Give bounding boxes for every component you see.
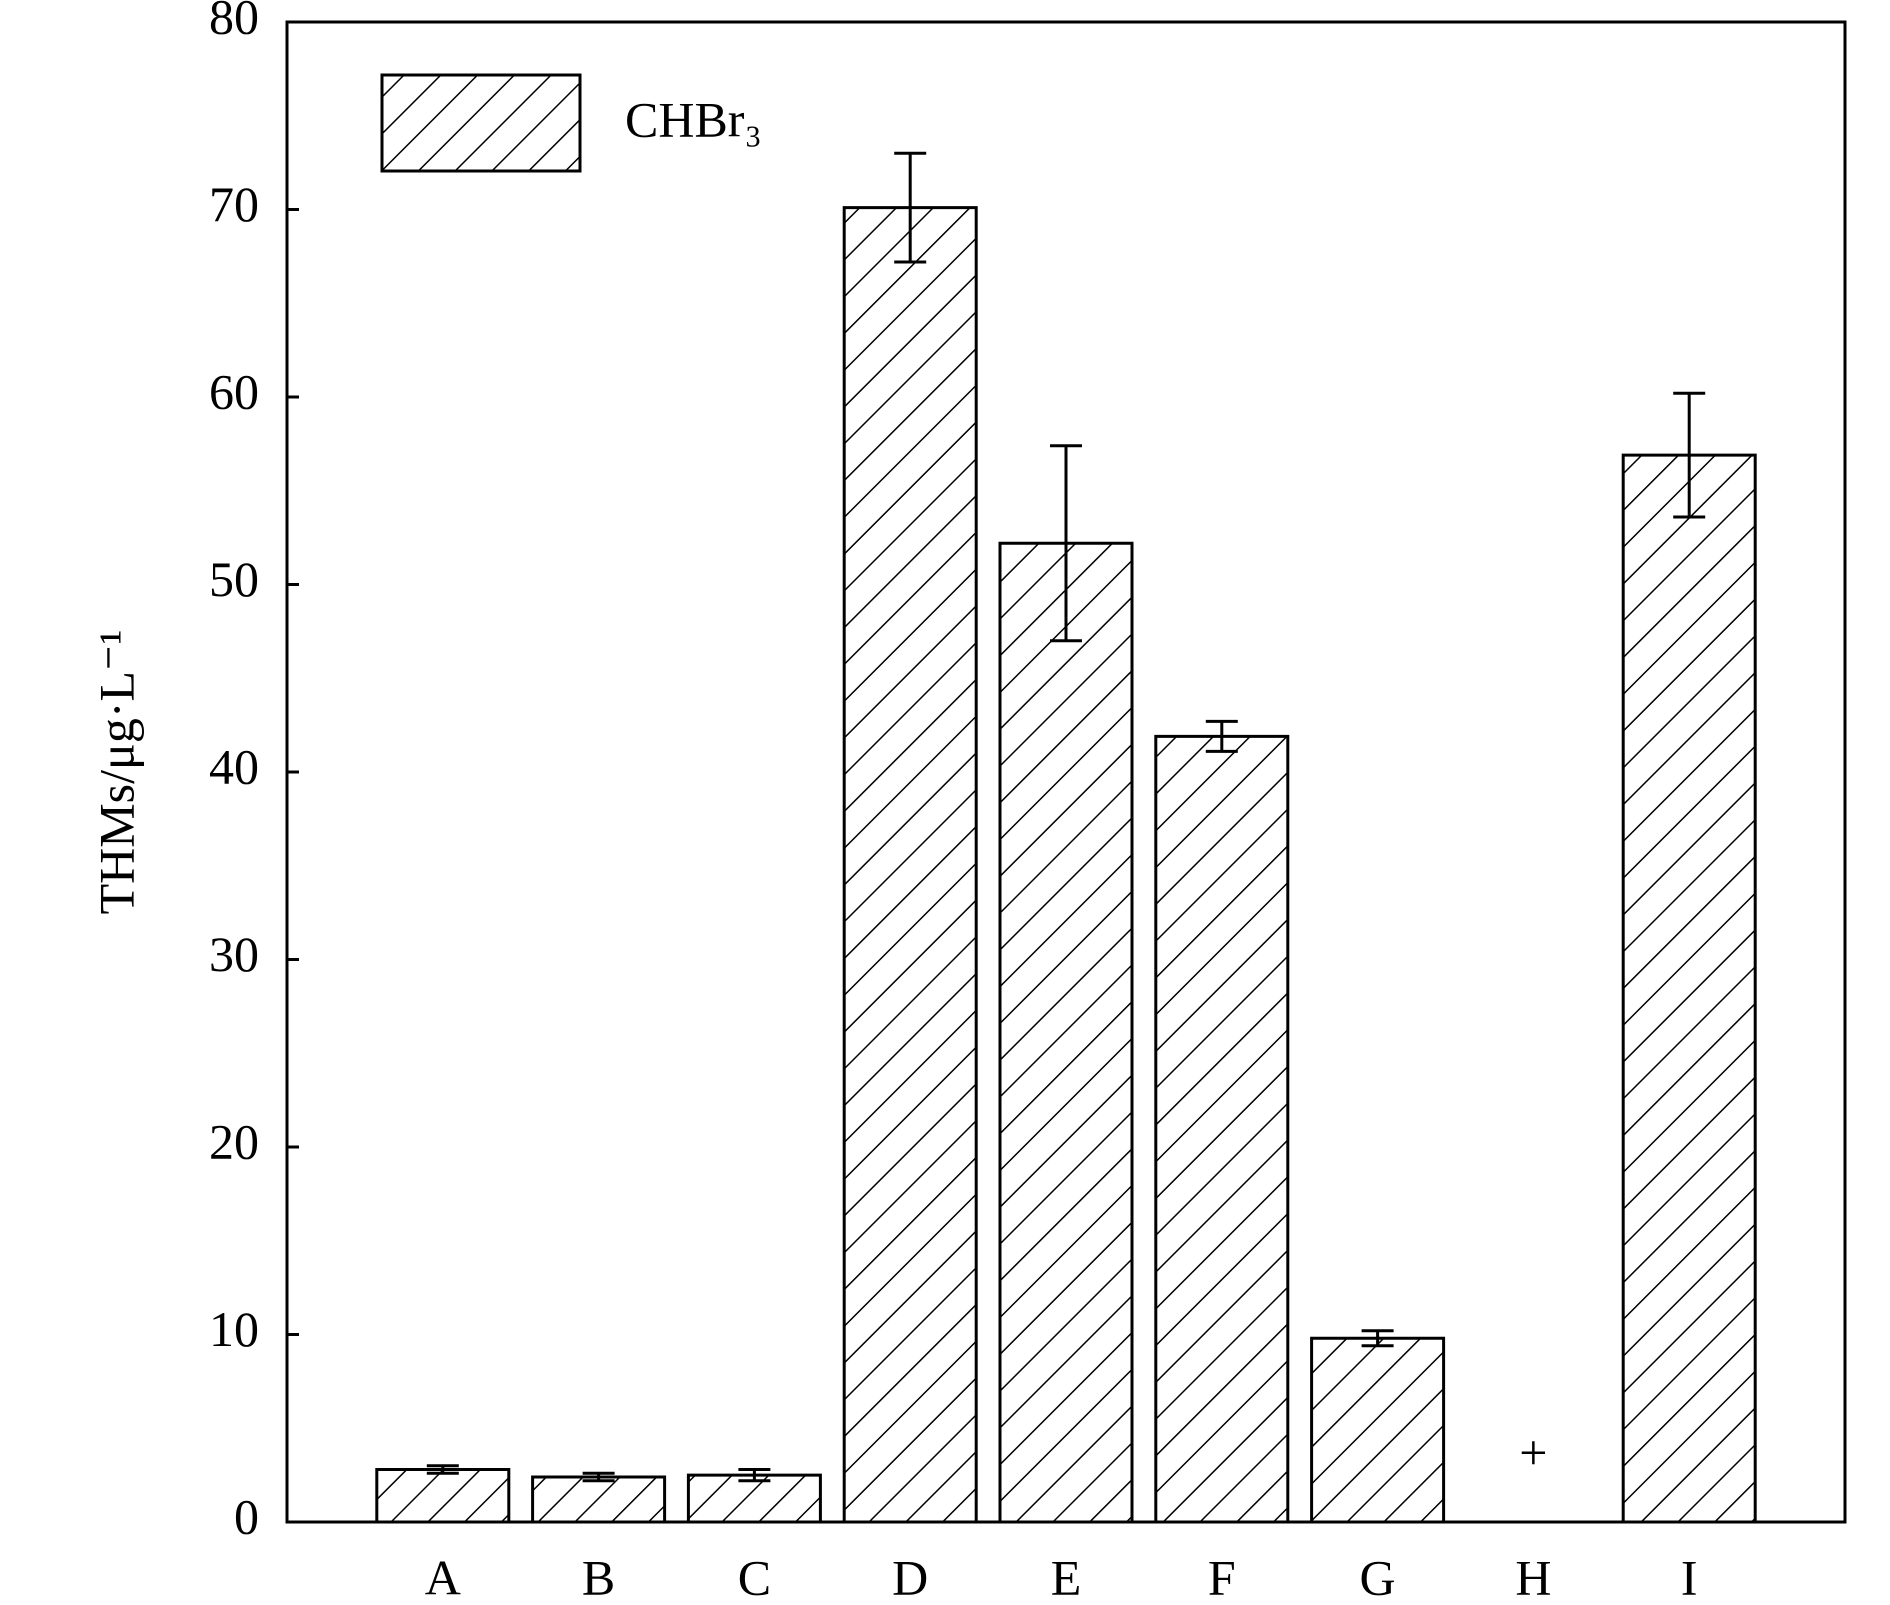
y-tick-label: 80: [209, 0, 259, 44]
y-tick-label: 70: [209, 176, 259, 232]
x-tick-label: F: [1208, 1549, 1236, 1605]
y-tick-label: 0: [234, 1488, 259, 1544]
x-tick-label: A: [425, 1549, 461, 1605]
bar: [1154, 734, 1290, 1524]
y-tick-label: 10: [209, 1301, 259, 1357]
y-axis-label: THMs/μg·L⁻¹: [88, 630, 144, 915]
y-tick-label: 30: [209, 926, 259, 982]
y-tick-label: 50: [209, 551, 259, 607]
bar: [1310, 1336, 1446, 1524]
x-tick-label: E: [1051, 1549, 1082, 1605]
y-tick-label: 40: [209, 738, 259, 794]
x-tick-label: I: [1681, 1549, 1698, 1605]
legend-label: CHBr₃: [625, 91, 762, 147]
bar: [842, 206, 978, 1524]
bar: [1621, 453, 1757, 1524]
bar: [686, 1473, 822, 1524]
x-tick-label: H: [1515, 1549, 1551, 1605]
x-tick-label: C: [738, 1549, 771, 1605]
bar: [375, 1468, 511, 1524]
x-tick-label: B: [582, 1549, 615, 1605]
x-tick-label: G: [1360, 1549, 1396, 1605]
plot-frame: [285, 20, 1847, 1524]
y-tick-label: 20: [209, 1113, 259, 1169]
x-tick-label: D: [892, 1549, 928, 1605]
annotation: +: [1519, 1424, 1547, 1480]
bar: [998, 541, 1134, 1524]
legend-swatch: [380, 73, 582, 173]
y-tick-label: 60: [209, 363, 259, 419]
bar: [531, 1475, 667, 1524]
